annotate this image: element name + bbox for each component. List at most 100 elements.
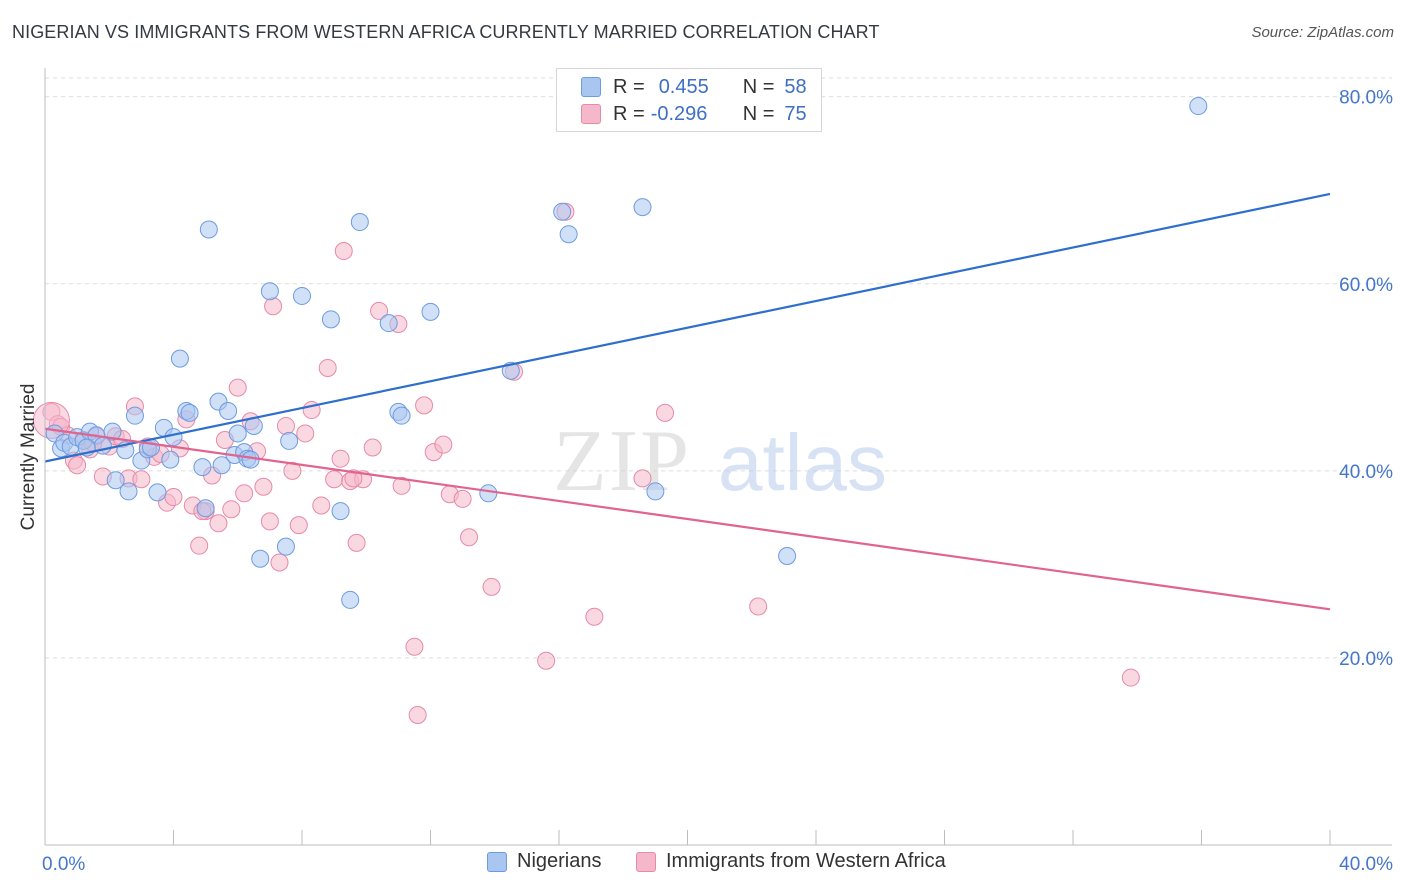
legend-r-label: R = — [613, 102, 645, 125]
data-point-nigerians — [276, 537, 295, 556]
data-point-immigrants — [537, 651, 556, 670]
data-point-nigerians — [170, 349, 189, 368]
trend-lines — [44, 192, 1331, 611]
data-point-immigrants — [228, 378, 247, 397]
data-point-immigrants — [235, 484, 254, 503]
data-point-nigerians — [260, 282, 279, 301]
data-point-nigerians — [241, 450, 260, 469]
x-tick-label: 0.0% — [42, 854, 85, 875]
legend-n-value: 58 — [784, 75, 807, 98]
data-point-immigrants — [347, 533, 366, 552]
y-axis-title: Currently Married — [18, 384, 39, 531]
data-point-immigrants — [132, 470, 151, 489]
legend-label-nigerians: Nigerians — [517, 850, 602, 872]
legend-n-label: N = — [742, 102, 775, 125]
data-point-immigrants — [1121, 668, 1140, 687]
data-point-nigerians — [196, 499, 215, 518]
data-point-immigrants — [264, 297, 283, 316]
data-point-immigrants — [434, 435, 453, 454]
x-tick-label: 40.0% — [1339, 854, 1393, 875]
chart-title: NIGERIAN VS IMMIGRANTS FROM WESTERN AFRI… — [12, 22, 880, 42]
data-point-nigerians — [212, 456, 231, 475]
data-point-immigrants — [289, 516, 308, 535]
data-point-nigerians — [180, 403, 199, 422]
data-point-immigrants — [408, 705, 427, 724]
data-point-immigrants — [334, 242, 353, 261]
data-point-immigrants — [749, 597, 768, 616]
data-point-nigerians — [778, 546, 797, 565]
trend-line-immigrants — [44, 427, 1331, 611]
data-point-immigrants — [331, 449, 350, 468]
watermark-atlas: atlas — [718, 418, 887, 507]
data-point-nigerians — [125, 406, 144, 425]
data-point-immigrants — [453, 489, 472, 508]
watermark-zip: ZIP — [553, 413, 691, 510]
data-point-immigrants — [312, 496, 331, 515]
data-point-immigrants — [656, 403, 675, 422]
data-point-immigrants — [209, 514, 228, 533]
data-point-nigerians — [553, 202, 572, 221]
data-point-nigerians — [119, 482, 138, 501]
legend-item-nigerians: Nigerians — [487, 850, 601, 873]
data-point-immigrants — [392, 476, 411, 495]
data-point-nigerians — [106, 471, 125, 490]
legend-swatch-blue — [487, 851, 507, 872]
data-point-immigrants — [363, 438, 382, 457]
y-tick-label: 40.0% — [1339, 462, 1393, 483]
legend-n-label: N = — [742, 75, 775, 98]
legend-swatch-pink — [636, 851, 656, 872]
data-point-nigerians — [559, 225, 578, 244]
y-tick-label: 20.0% — [1339, 649, 1393, 670]
legend-swatch-pink — [581, 104, 601, 124]
data-point-immigrants — [460, 528, 479, 547]
data-point-immigrants — [325, 470, 344, 489]
data-point-nigerians — [479, 484, 498, 503]
data-point-nigerians — [633, 198, 652, 217]
data-point-immigrants — [370, 301, 389, 320]
data-point-nigerians — [379, 314, 398, 333]
data-point-immigrants — [283, 461, 302, 480]
data-point-immigrants — [318, 358, 337, 377]
legend-r-label: R = — [613, 75, 645, 98]
legend-n-value: 75 — [784, 102, 807, 125]
data-point-nigerians — [341, 590, 360, 609]
y-tick-label: 60.0% — [1339, 275, 1393, 296]
legend-label-immigrants: Immigrants from Western Africa — [666, 850, 946, 872]
y-tick-label: 80.0% — [1339, 88, 1393, 109]
data-point-immigrants — [585, 607, 604, 626]
legend-row-nigerians: R = 0.455 N = 58 — [581, 74, 807, 100]
data-point-nigerians — [251, 549, 270, 568]
data-point-immigrants — [254, 477, 273, 496]
data-point-immigrants — [344, 469, 363, 488]
data-point-nigerians — [350, 213, 369, 232]
data-point-nigerians — [228, 424, 247, 443]
data-point-nigerians — [321, 310, 340, 329]
data-point-immigrants — [482, 577, 501, 596]
legend-item-immigrants: Immigrants from Western Africa — [636, 850, 946, 873]
axis-layer: 20.0% 40.0% 60.0% 80.0% 0.0% 40.0% — [42, 68, 1393, 875]
data-point-immigrants — [415, 396, 434, 415]
data-point-immigrants — [296, 424, 315, 443]
data-point-immigrants — [68, 456, 87, 475]
data-point-nigerians — [193, 458, 212, 477]
data-point-immigrants — [164, 488, 183, 507]
data-point-nigerians — [148, 483, 167, 502]
legend-r-value: -0.296 — [650, 102, 708, 125]
legend-swatch-blue — [581, 77, 601, 97]
trend-line-nigerians — [44, 192, 1331, 463]
data-point-immigrants — [260, 512, 279, 531]
data-point-immigrants — [276, 416, 295, 435]
data-point-nigerians — [219, 401, 238, 420]
data-point-immigrants — [222, 500, 241, 519]
series-nigerians-points — [45, 97, 1208, 609]
data-point-nigerians — [293, 286, 311, 305]
data-point-nigerians — [199, 220, 218, 239]
correlation-legend: R = 0.455 N = 58 R = -0.296 N = 75 — [556, 68, 822, 132]
data-point-immigrants — [405, 637, 424, 656]
source-label: Source: ZipAtlas.com — [1251, 24, 1394, 41]
legend-row-immigrants: R = -0.296 N = 75 — [581, 101, 807, 127]
data-point-nigerians — [646, 482, 665, 501]
data-point-nigerians — [161, 450, 180, 469]
data-point-nigerians — [164, 428, 183, 447]
